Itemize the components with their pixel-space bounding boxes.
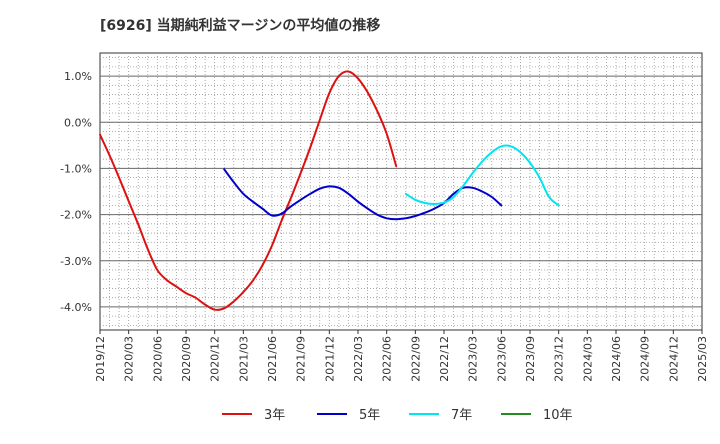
x-tick-label: 2021/12 — [323, 336, 336, 382]
x-tick-label: 2023/09 — [524, 336, 537, 382]
x-tick-label: 2020/03 — [123, 336, 136, 382]
x-tick-label: 2023/12 — [553, 336, 566, 382]
y-tick-label: -1.0% — [60, 162, 92, 175]
x-tick-label: 2021/06 — [266, 336, 279, 382]
x-tick-label: 2022/06 — [381, 336, 394, 382]
x-tick-label: 2022/12 — [438, 336, 451, 382]
x-tick-label: 2024/06 — [610, 336, 623, 382]
series-line-1 — [99, 70, 398, 311]
x-tick-label: 2023/03 — [467, 336, 480, 382]
legend-label: 7年 — [451, 408, 472, 423]
x-tick-label: 2020/12 — [209, 336, 222, 382]
plot-area — [99, 52, 703, 331]
x-tick-label: 2024/03 — [581, 336, 594, 382]
x-tick-label: 2024/12 — [667, 336, 680, 382]
y-tick-label: -4.0% — [60, 301, 92, 314]
x-tick-label: 2025/03 — [696, 336, 709, 382]
x-tick-label: 2023/06 — [495, 336, 508, 382]
x-tick-label: 2021/09 — [295, 336, 308, 382]
x-tick-label: 2019/12 — [94, 336, 107, 382]
x-tick-label: 2022/03 — [352, 336, 365, 382]
x-tick-label: 2021/03 — [237, 336, 250, 382]
series-line-3 — [404, 144, 560, 207]
y-tick-label: 0.0% — [64, 116, 92, 129]
x-tick-label: 2022/09 — [409, 336, 422, 382]
y-tick-label: 1.0% — [64, 70, 92, 83]
series-line-2 — [223, 168, 503, 221]
x-tick-label: 2020/09 — [180, 336, 193, 382]
x-tick-label: 2024/09 — [639, 336, 652, 382]
y-tick-label: -2.0% — [60, 209, 92, 222]
chart-title: [6926] 当期純利益マージンの平均値の推移 — [100, 17, 380, 34]
y-tick-label: -3.0% — [60, 255, 92, 268]
legend-label: 5年 — [359, 408, 380, 423]
legend-label: 10年 — [543, 408, 573, 423]
x-tick-label: 2020/06 — [151, 336, 164, 382]
legend-label: 3年 — [264, 408, 285, 423]
